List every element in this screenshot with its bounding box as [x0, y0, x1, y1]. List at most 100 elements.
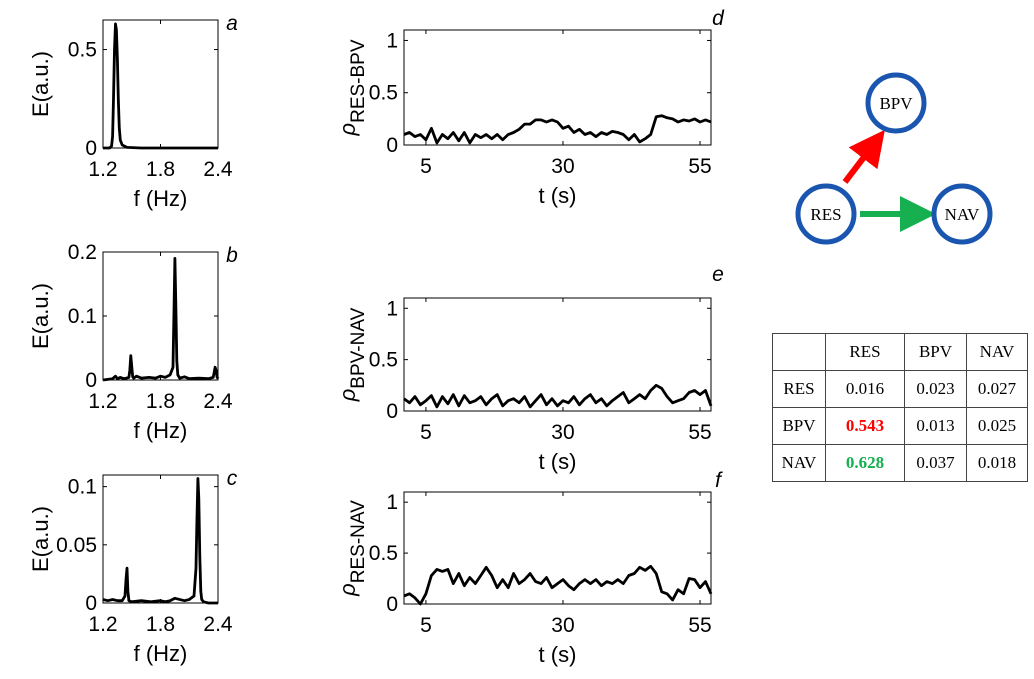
table-cell: 0.037: [904, 444, 967, 482]
x-tick-label: 2.4: [203, 613, 233, 636]
chart-panel-b: 1.2 1.8 2.4 0 0.1 0.2 f (Hz) E(a.u.) b: [28, 241, 238, 443]
x-tick-label: 5: [420, 614, 432, 637]
table-header-cell: NAV: [966, 333, 1028, 371]
node-bpv-label: BPV: [879, 94, 913, 113]
table-cell: 0.025: [966, 407, 1028, 445]
x-tick-label: 5: [420, 421, 432, 444]
causality-matrix-table: RES BPV NAV RES 0.016 0.023 0.027 BPV 0.…: [772, 333, 1028, 482]
panel-label: e: [712, 263, 724, 286]
y-axis-label-main: E(a.u.): [28, 283, 53, 349]
series-line: [102, 257, 220, 382]
x-tick-label: 2.4: [203, 158, 233, 181]
series-line: [403, 114, 712, 145]
table-row: BPV 0.543 0.013 0.025: [772, 407, 1028, 445]
y-axis-label-subscript: RES-NAV: [348, 500, 369, 583]
x-tick-label: 55: [688, 155, 711, 178]
x-tick-label: 30: [551, 155, 574, 178]
table-header-cell: [772, 333, 826, 371]
y-axis-label: ρBPV-NAV: [335, 307, 369, 402]
series-line: [102, 477, 218, 605]
chart-panel-d: 5 30 55 0 0.5 1 t (s) ρRES-BPV d: [335, 7, 725, 208]
y-tick-label: 0.5: [369, 82, 398, 105]
x-axis-label: f (Hz): [134, 641, 188, 666]
chart-panel-a: 1.2 1.8 2.4 0 0.5 f (Hz) E(a.u.) a: [28, 12, 238, 211]
y-tick-label: 0: [85, 137, 97, 160]
plot-frame: [403, 491, 712, 605]
y-axis-label: E(a.u.): [28, 506, 53, 572]
plot-frame: [102, 251, 219, 381]
y-axis-label: ρRES-NAV: [335, 500, 369, 597]
series-line: [403, 383, 713, 409]
y-tick-label: 1: [386, 491, 398, 514]
y-tick-label: 0: [85, 592, 97, 615]
y-tick-label: 0.5: [68, 39, 97, 62]
y-tick-label: 1: [386, 29, 398, 52]
x-tick-label: 2.4: [203, 390, 233, 413]
x-tick-label: 55: [688, 421, 711, 444]
table-row-label: NAV: [772, 444, 826, 482]
y-tick-label: 0.1: [68, 476, 97, 499]
table-header-cell: BPV: [904, 333, 967, 371]
x-axis-label: t (s): [539, 642, 577, 667]
y-tick-label: 0: [85, 369, 97, 392]
y-axis-label-main: E(a.u.): [28, 506, 53, 572]
x-axis-label: t (s): [539, 183, 577, 208]
table-cell: 0.023: [904, 370, 967, 408]
y-tick-label: 0.5: [369, 542, 398, 565]
panel-label: f: [715, 469, 723, 492]
panel-label: d: [712, 7, 725, 30]
x-tick-label: 1.8: [146, 390, 175, 413]
y-tick-label: 1: [386, 297, 398, 320]
edge-res-to-bpv: [842, 129, 885, 184]
y-axis-label-main: ρ: [335, 389, 360, 403]
y-axis-label-subscript: BPV-NAV: [348, 307, 369, 388]
plot-frame: [403, 297, 712, 412]
x-axis-label: t (s): [539, 449, 577, 474]
series-line: [403, 564, 713, 606]
y-axis-label: ρRES-BPV: [335, 39, 369, 136]
y-axis-label: E(a.u.): [28, 51, 53, 117]
table-cell: 0.013: [904, 407, 967, 445]
node-bpv: [865, 72, 927, 134]
series-line: [103, 22, 218, 150]
table-cell: 0.018: [966, 444, 1028, 482]
table-row-label: RES: [772, 370, 826, 408]
table-cell-highlight: 0.628: [825, 444, 905, 482]
table-row: RES 0.016 0.023 0.027: [772, 370, 1028, 408]
node-res-label: RES: [810, 205, 841, 224]
x-tick-label: 1.2: [88, 613, 117, 636]
table-cell: 0.016: [825, 370, 905, 408]
y-tick-label: 0: [386, 134, 398, 157]
table-header-row: RES BPV NAV: [772, 333, 1028, 371]
x-tick-label: 5: [420, 155, 432, 178]
table-row: NAV 0.628 0.037 0.018: [772, 444, 1028, 482]
chart-panel-f: 5 30 55 0 0.5 1 t (s) ρRES-NAV f: [335, 469, 723, 667]
plot-frame: [403, 29, 712, 146]
node-nav-label: NAV: [945, 205, 980, 224]
x-tick-label: 1.2: [88, 158, 117, 181]
x-tick-label: 1.8: [146, 613, 175, 636]
node-res: [795, 183, 857, 245]
panel-label: c: [227, 467, 238, 490]
x-tick-label: 55: [688, 614, 711, 637]
chart-panel-c: 1.2 1.8 2.4 0 0.05 0.1 f (Hz) E(a.u.) c: [28, 467, 238, 666]
y-axis-label-main: ρ: [335, 123, 360, 137]
y-tick-label: 0: [386, 593, 398, 616]
y-axis-label-main: E(a.u.): [28, 51, 53, 117]
y-axis-label-main: ρ: [335, 583, 360, 597]
table-cell-highlight: 0.543: [825, 407, 905, 445]
x-tick-label: 30: [551, 421, 574, 444]
y-axis-label: E(a.u.): [28, 283, 53, 349]
chart-panel-e: 5 30 55 0 0.5 1 t (s) ρBPV-NAV e: [335, 263, 724, 474]
table-header-cell: RES: [825, 333, 905, 371]
x-tick-label: 30: [551, 614, 574, 637]
y-tick-label: 0.1: [68, 305, 97, 328]
node-nav: [931, 183, 993, 245]
table-cell: 0.027: [966, 370, 1028, 408]
x-tick-label: 1.8: [146, 158, 175, 181]
y-axis-label-subscript: RES-BPV: [348, 39, 369, 123]
x-tick-label: 1.2: [88, 390, 117, 413]
y-tick-label: 0: [386, 400, 398, 423]
panel-label: b: [226, 244, 238, 267]
